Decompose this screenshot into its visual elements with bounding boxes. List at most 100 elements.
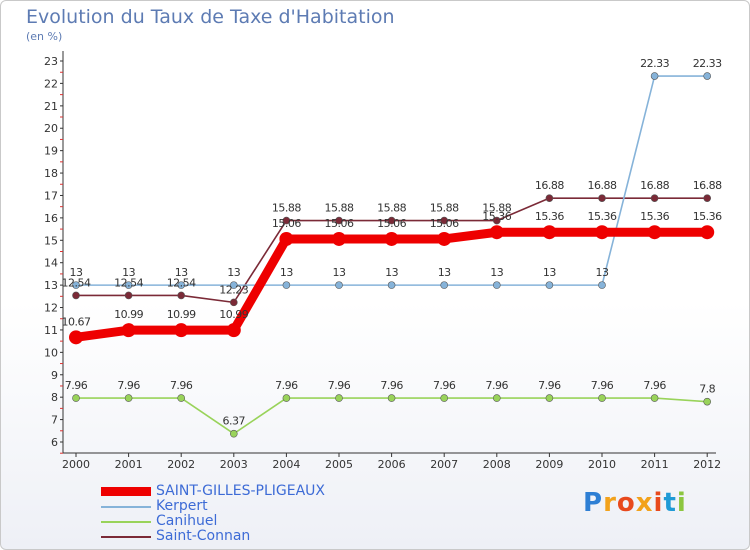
data-label-saint-gilles-pligeaux: 10.99 [219,308,248,321]
legend-label-canihuel: Canihuel [156,513,218,529]
legend-swatch-canihuel [101,521,151,523]
data-label-kerpert: 13 [175,266,188,279]
data-point-canihuel [335,394,343,402]
y-tick-label: 8 [51,391,58,404]
data-label-saint-connan: 16.88 [693,179,722,192]
y-tick-label: 9 [51,369,58,382]
data-point-saint-gilles-pligeaux [226,323,241,338]
data-point-canihuel [230,429,238,438]
y-tick-label: 11 [44,324,58,337]
data-point-kerpert [387,281,396,289]
logo-letter-t: t [663,488,677,518]
data-label-kerpert: 13 [490,266,503,279]
data-label-canihuel: 7.8 [699,383,715,396]
logo-letter-o: o [616,488,636,518]
y-tick-label: 14 [44,257,58,270]
data-label-saint-connan: 15.88 [377,202,406,215]
y-tick-label: 7 [51,414,58,427]
x-tick-label: 2010 [588,458,616,471]
data-label-canihuel: 7.96 [380,379,403,392]
data-point-kerpert [492,281,501,289]
y-tick-label: 20 [44,122,58,135]
data-label-canihuel: 7.96 [591,379,614,392]
chart-subtitle: (en %) [26,30,63,43]
y-tick-label: 21 [44,100,58,113]
data-label-saint-connan: 12.23 [219,283,248,296]
x-tick-label: 2007 [430,458,458,471]
x-tick-label: 2012 [693,458,721,471]
data-label-saint-gilles-pligeaux: 10.99 [114,308,143,321]
y-tick-label: 17 [44,189,58,202]
data-label-canihuel: 7.96 [117,379,140,392]
data-label-saint-connan: 16.88 [535,179,564,192]
y-tick-label: 13 [44,279,58,292]
x-tick-label: 2006 [378,458,406,471]
data-point-canihuel [598,394,606,402]
data-label-canihuel: 7.96 [643,379,666,392]
data-label-saint-connan: 12.54 [62,276,91,289]
data-label-saint-connan: 15.88 [272,202,301,215]
data-point-kerpert [335,281,343,289]
data-label-saint-gilles-pligeaux: 10.99 [167,308,196,321]
data-point-saint-connan [492,216,501,225]
x-tick-label: 2011 [641,458,669,471]
data-point-kerpert [545,281,554,289]
data-point-saint-gilles-pligeaux [332,231,346,246]
data-label-kerpert: 13 [543,266,556,279]
data-point-saint-connan [72,291,80,300]
data-point-saint-gilles-pligeaux [437,231,452,246]
data-point-saint-connan [282,216,291,225]
data-label-kerpert: 22.33 [693,57,722,70]
logo-letter-p: P [583,488,604,518]
data-label-saint-gilles-pligeaux: 15.36 [588,210,617,223]
data-label-canihuel: 7.96 [538,379,561,392]
data-point-kerpert [177,281,185,289]
data-point-kerpert [124,281,133,289]
data-point-saint-gilles-pligeaux [69,330,83,345]
logo-letter-i2: i [676,488,687,518]
data-point-canihuel [650,394,659,402]
data-point-kerpert [72,281,80,289]
legend-swatch-kerpert [101,506,151,508]
data-point-saint-connan [598,194,606,202]
data-label-canihuel: 7.96 [170,379,193,392]
data-label-canihuel: 7.96 [486,379,509,392]
data-point-canihuel [545,394,554,402]
data-label-saint-gilles-pligeaux: 15.06 [377,217,406,230]
x-tick-label: 2000 [62,458,90,471]
data-point-saint-connan [703,194,712,202]
data-point-saint-gilles-pligeaux [595,225,609,240]
legend-swatch-saint-gilles [101,487,151,496]
data-point-canihuel [703,397,712,406]
data-point-saint-gilles-pligeaux [174,323,189,338]
x-tick-label: 2008 [483,458,511,471]
data-label-canihuel: 7.96 [65,379,88,392]
data-label-kerpert: 22.33 [640,57,669,70]
data-point-saint-gilles-pligeaux [121,323,136,338]
x-tick-label: 2005 [325,458,353,471]
logo-letter-r: r [603,488,617,518]
x-tick-label: 2002 [167,458,195,471]
data-point-saint-gilles-pligeaux [542,225,557,240]
y-tick-label: 19 [44,145,58,158]
x-tick-label: 2003 [220,458,248,471]
y-tick-label: 6 [51,436,58,449]
data-label-saint-gilles-pligeaux: 15.36 [640,210,669,223]
data-point-saint-gilles-pligeaux [279,231,294,246]
data-label-kerpert: 13 [227,266,240,279]
data-label-kerpert: 13 [280,266,293,279]
data-point-saint-connan [440,216,449,225]
data-label-canihuel: 7.96 [328,379,351,392]
data-label-kerpert: 13 [70,266,83,279]
data-label-canihuel: 7.96 [275,379,298,392]
data-point-saint-connan [335,216,343,225]
data-label-saint-gilles-pligeaux: 15.06 [430,217,459,230]
data-label-saint-connan: 16.88 [588,179,617,192]
data-point-canihuel [387,394,396,402]
series-line-canihuel [76,397,708,435]
data-point-canihuel [177,394,185,402]
y-tick-label: 22 [44,77,58,90]
y-tick-label: 10 [44,346,58,359]
data-point-canihuel [72,394,80,402]
data-point-saint-connan [177,291,185,300]
